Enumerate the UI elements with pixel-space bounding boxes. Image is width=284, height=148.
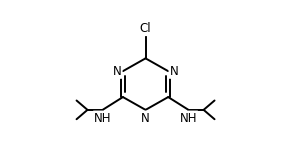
Text: NH: NH <box>94 112 111 125</box>
Text: N: N <box>112 65 121 78</box>
Text: N: N <box>170 65 179 78</box>
Text: N: N <box>112 65 121 78</box>
Text: N: N <box>170 65 179 78</box>
Text: N: N <box>141 112 150 125</box>
Text: Cl: Cl <box>140 22 151 35</box>
Text: NH: NH <box>180 112 197 125</box>
Text: NH: NH <box>180 112 197 125</box>
Text: N: N <box>141 112 150 125</box>
Text: Cl: Cl <box>140 22 151 35</box>
Text: NH: NH <box>94 112 111 125</box>
